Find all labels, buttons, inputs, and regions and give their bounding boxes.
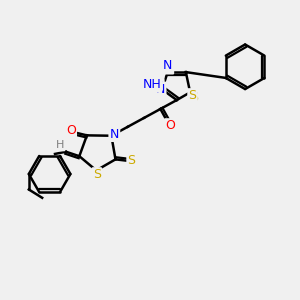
Text: O: O: [66, 124, 76, 137]
Text: N: N: [164, 60, 173, 73]
Text: O: O: [165, 119, 175, 132]
Text: N: N: [110, 128, 119, 141]
Text: NH: NH: [142, 78, 161, 92]
Text: N: N: [154, 80, 163, 93]
Text: N: N: [163, 59, 172, 72]
Text: NH: NH: [144, 77, 163, 91]
Text: S: S: [128, 154, 136, 167]
Text: S: S: [190, 91, 198, 104]
Text: S: S: [92, 169, 100, 182]
Text: N: N: [156, 83, 165, 96]
Text: S: S: [93, 168, 101, 182]
Text: H: H: [56, 140, 64, 150]
Text: S: S: [188, 89, 196, 102]
